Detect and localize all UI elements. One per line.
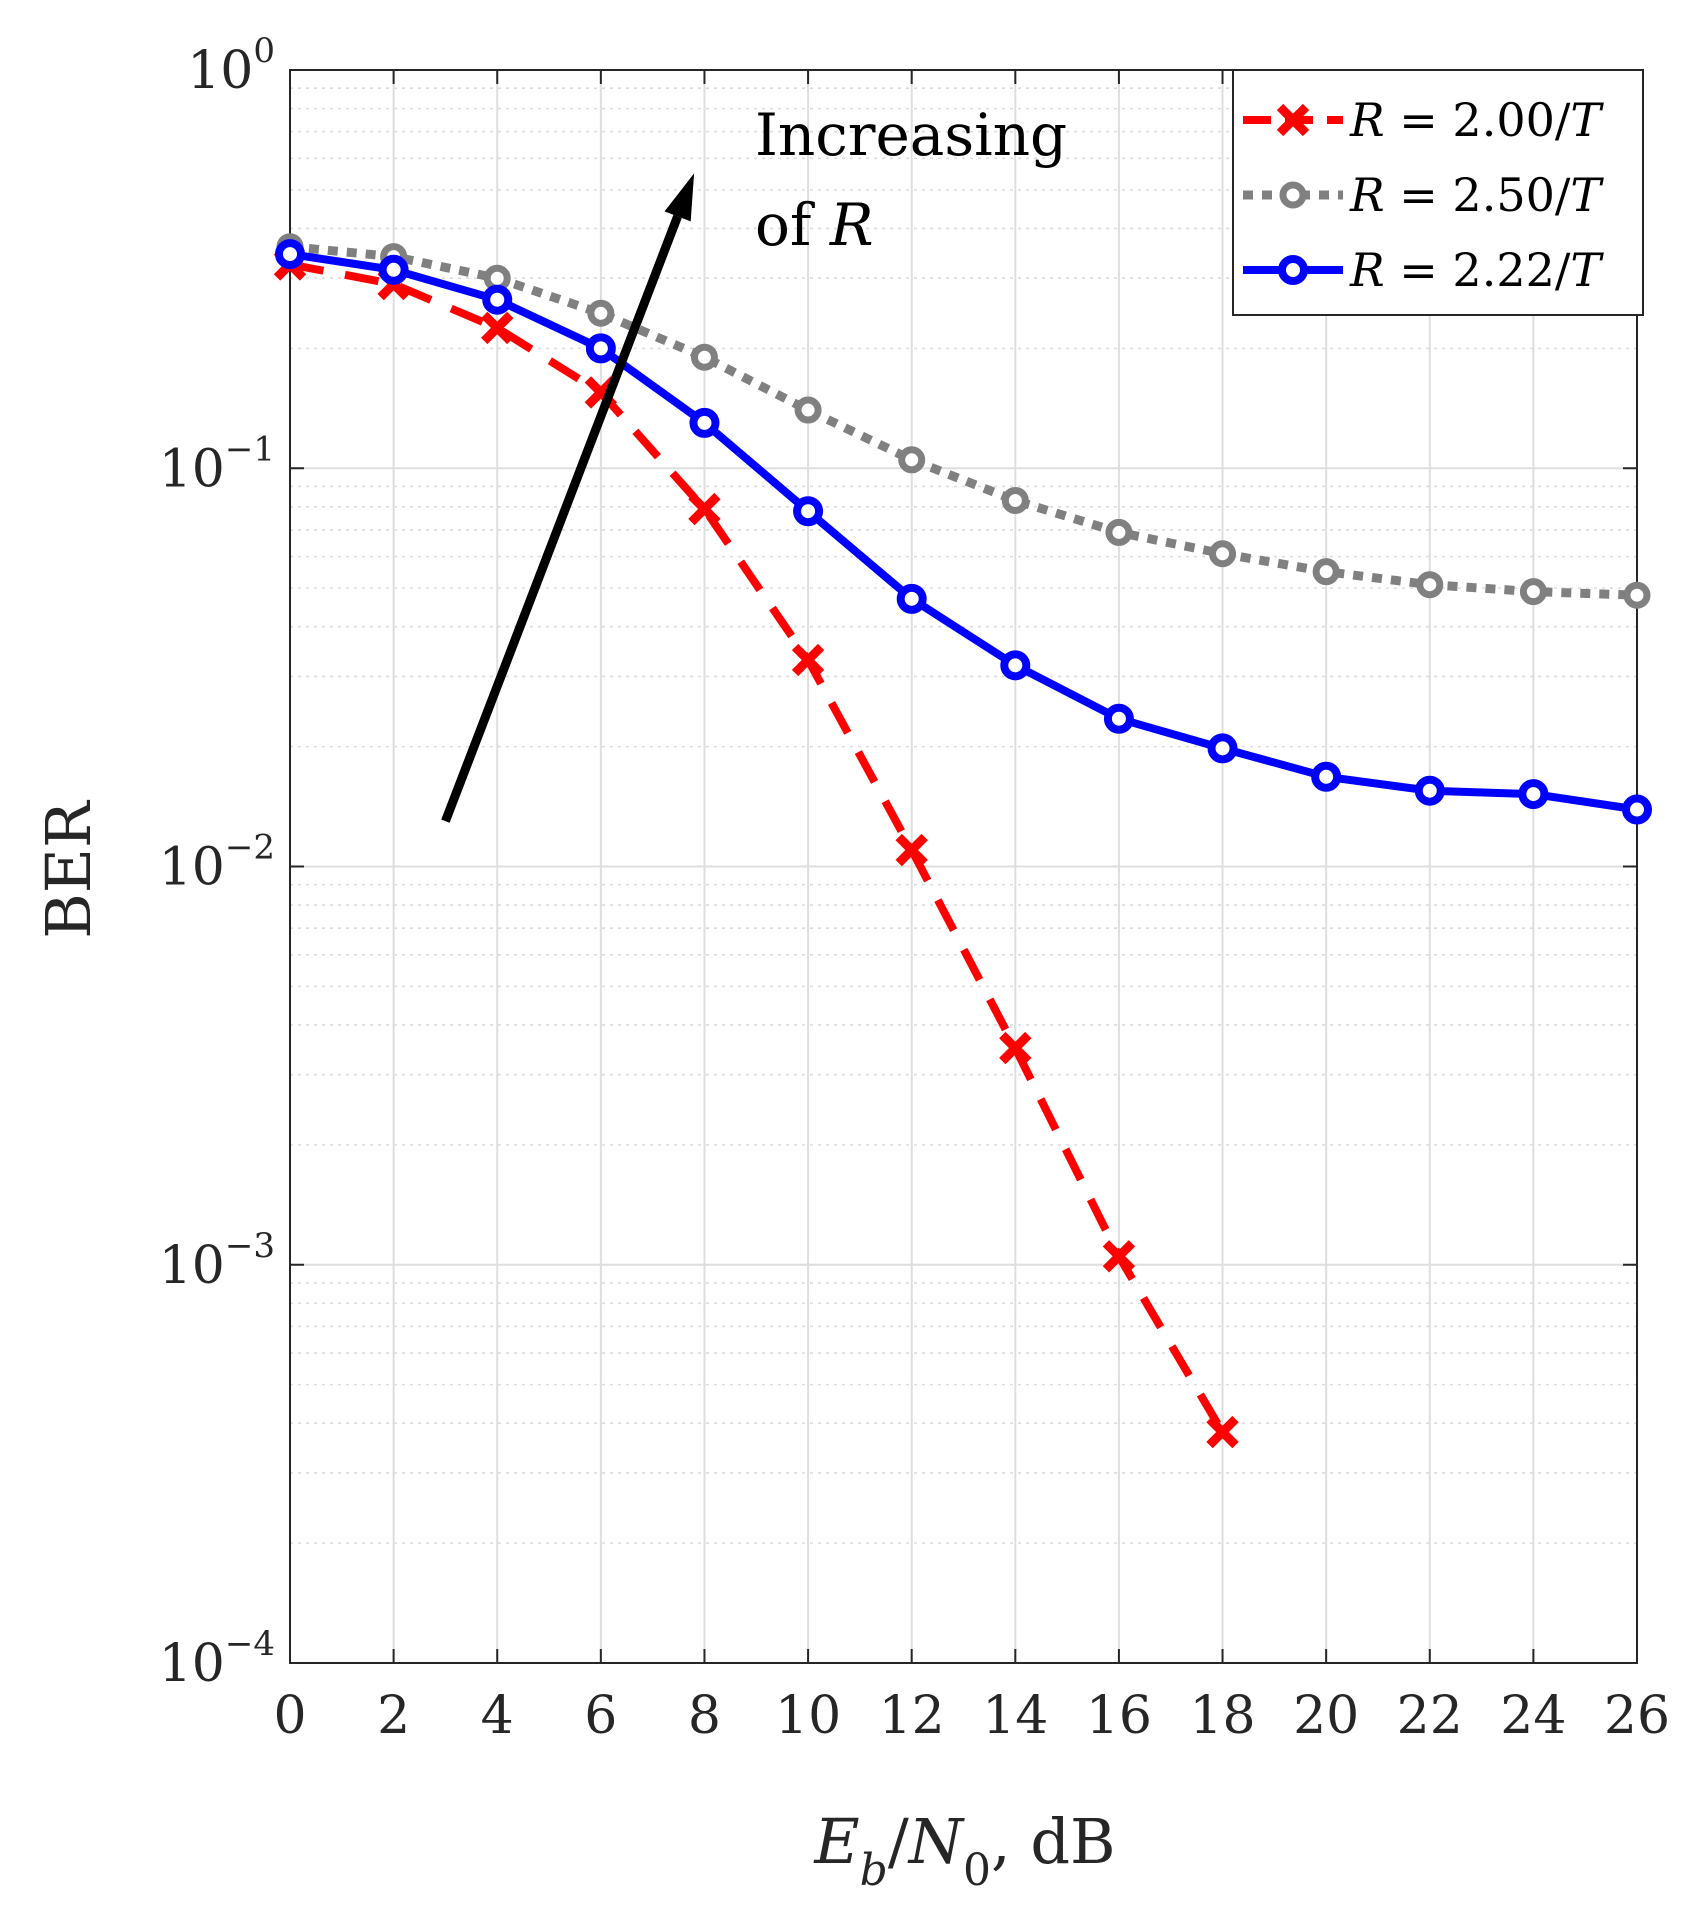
increasing-r-arrow bbox=[441, 214, 682, 823]
x-tick-label: 24 bbox=[1500, 1686, 1566, 1746]
data-point-stroke bbox=[688, 492, 721, 526]
series-1 bbox=[276, 233, 1651, 609]
annotation: Increasing of R bbox=[441, 101, 1067, 823]
x-tick-label: 12 bbox=[879, 1686, 945, 1746]
data-point bbox=[1207, 733, 1238, 764]
legend-entry-2: R = 2.22/T bbox=[1243, 243, 1604, 297]
series-line bbox=[289, 250, 1638, 814]
x-tick-label: 6 bbox=[584, 1686, 617, 1746]
legend-entry-1: R = 2.50/T bbox=[1243, 168, 1604, 222]
x-tick-label: 20 bbox=[1293, 1686, 1359, 1746]
y-tick-label: 10−4 bbox=[159, 1624, 275, 1694]
x-tick-label: 26 bbox=[1604, 1686, 1670, 1746]
data-point bbox=[1311, 761, 1342, 792]
x-tick-label: 16 bbox=[1086, 1686, 1152, 1746]
legend: R = 2.00/T R = 2.50/T R = 2.22/T bbox=[1232, 69, 1644, 316]
data-point bbox=[1416, 571, 1444, 599]
x-tick-label: 22 bbox=[1397, 1686, 1463, 1746]
y-tick-label: 10−1 bbox=[159, 429, 275, 499]
y-tick-label: 10−2 bbox=[159, 828, 275, 898]
data-point-stroke bbox=[481, 311, 514, 345]
data-point bbox=[1209, 540, 1237, 568]
data-point bbox=[1519, 578, 1547, 606]
data-point bbox=[275, 239, 305, 270]
data-point bbox=[1623, 581, 1651, 609]
legend-entry-0: R = 2.00/T bbox=[1243, 93, 1604, 147]
series-0 bbox=[273, 248, 1239, 1449]
series-line bbox=[289, 260, 1226, 1435]
data-point-stroke bbox=[1206, 1415, 1239, 1449]
legend-marker bbox=[1279, 181, 1307, 209]
series-2 bbox=[275, 239, 1652, 825]
legend-marker bbox=[1278, 255, 1308, 285]
data-point bbox=[482, 284, 513, 315]
annotation-line2: of R bbox=[755, 191, 874, 259]
series bbox=[273, 233, 1652, 1449]
x-tick-label: 0 bbox=[273, 1686, 306, 1746]
data-point bbox=[896, 583, 927, 614]
data-point bbox=[585, 333, 616, 364]
x-axis-label: Eb/N0, dB bbox=[813, 1805, 1115, 1896]
data-point bbox=[1103, 703, 1134, 734]
data-point bbox=[378, 254, 409, 285]
data-point bbox=[794, 396, 822, 424]
annotation-line1: Increasing bbox=[755, 101, 1067, 169]
data-point bbox=[1414, 775, 1445, 806]
y-tick-label: 100 bbox=[187, 31, 275, 101]
x-tick-label: 2 bbox=[377, 1686, 410, 1746]
x-tick-label: 14 bbox=[982, 1686, 1048, 1746]
grid bbox=[289, 69, 1638, 1664]
data-point bbox=[1000, 650, 1031, 681]
data-point bbox=[793, 496, 824, 527]
arrow-head-icon bbox=[664, 173, 695, 222]
data-point bbox=[690, 343, 718, 371]
x-tick-label: 8 bbox=[688, 1686, 721, 1746]
x-tick-label: 4 bbox=[481, 1686, 514, 1746]
data-point-stroke bbox=[895, 833, 928, 867]
y-tick-label: 10−3 bbox=[159, 1226, 275, 1296]
data-point bbox=[898, 446, 926, 474]
data-point-stroke bbox=[791, 643, 825, 677]
data-point-stroke bbox=[1102, 1240, 1136, 1273]
legend-marker-stroke bbox=[1276, 103, 1310, 137]
data-point bbox=[1001, 486, 1029, 514]
data-point bbox=[1312, 558, 1340, 586]
data-point bbox=[1622, 794, 1652, 825]
axis-ticks: 0 2 4 6 8 10 12 14 16 18 20 22 24 2610010−110−210−310… bbox=[159, 31, 1670, 1746]
legend-entries: R = 2.00/T R = 2.50/T R = 2.22/T bbox=[1243, 93, 1604, 297]
data-point bbox=[1105, 518, 1133, 546]
series-line bbox=[289, 242, 1638, 600]
data-point-stroke bbox=[999, 1031, 1032, 1065]
x-tick-label: 10 bbox=[775, 1686, 841, 1746]
data-point bbox=[689, 407, 720, 438]
y-axis-label: BER bbox=[32, 799, 105, 939]
data-point bbox=[587, 299, 615, 327]
data-point bbox=[1518, 779, 1549, 810]
legend-label: R = 2.00/T bbox=[1349, 93, 1604, 147]
legend-label: R = 2.50/T bbox=[1349, 168, 1604, 222]
x-tick-label: 18 bbox=[1189, 1686, 1255, 1746]
legend-label: R = 2.22/T bbox=[1349, 243, 1604, 297]
